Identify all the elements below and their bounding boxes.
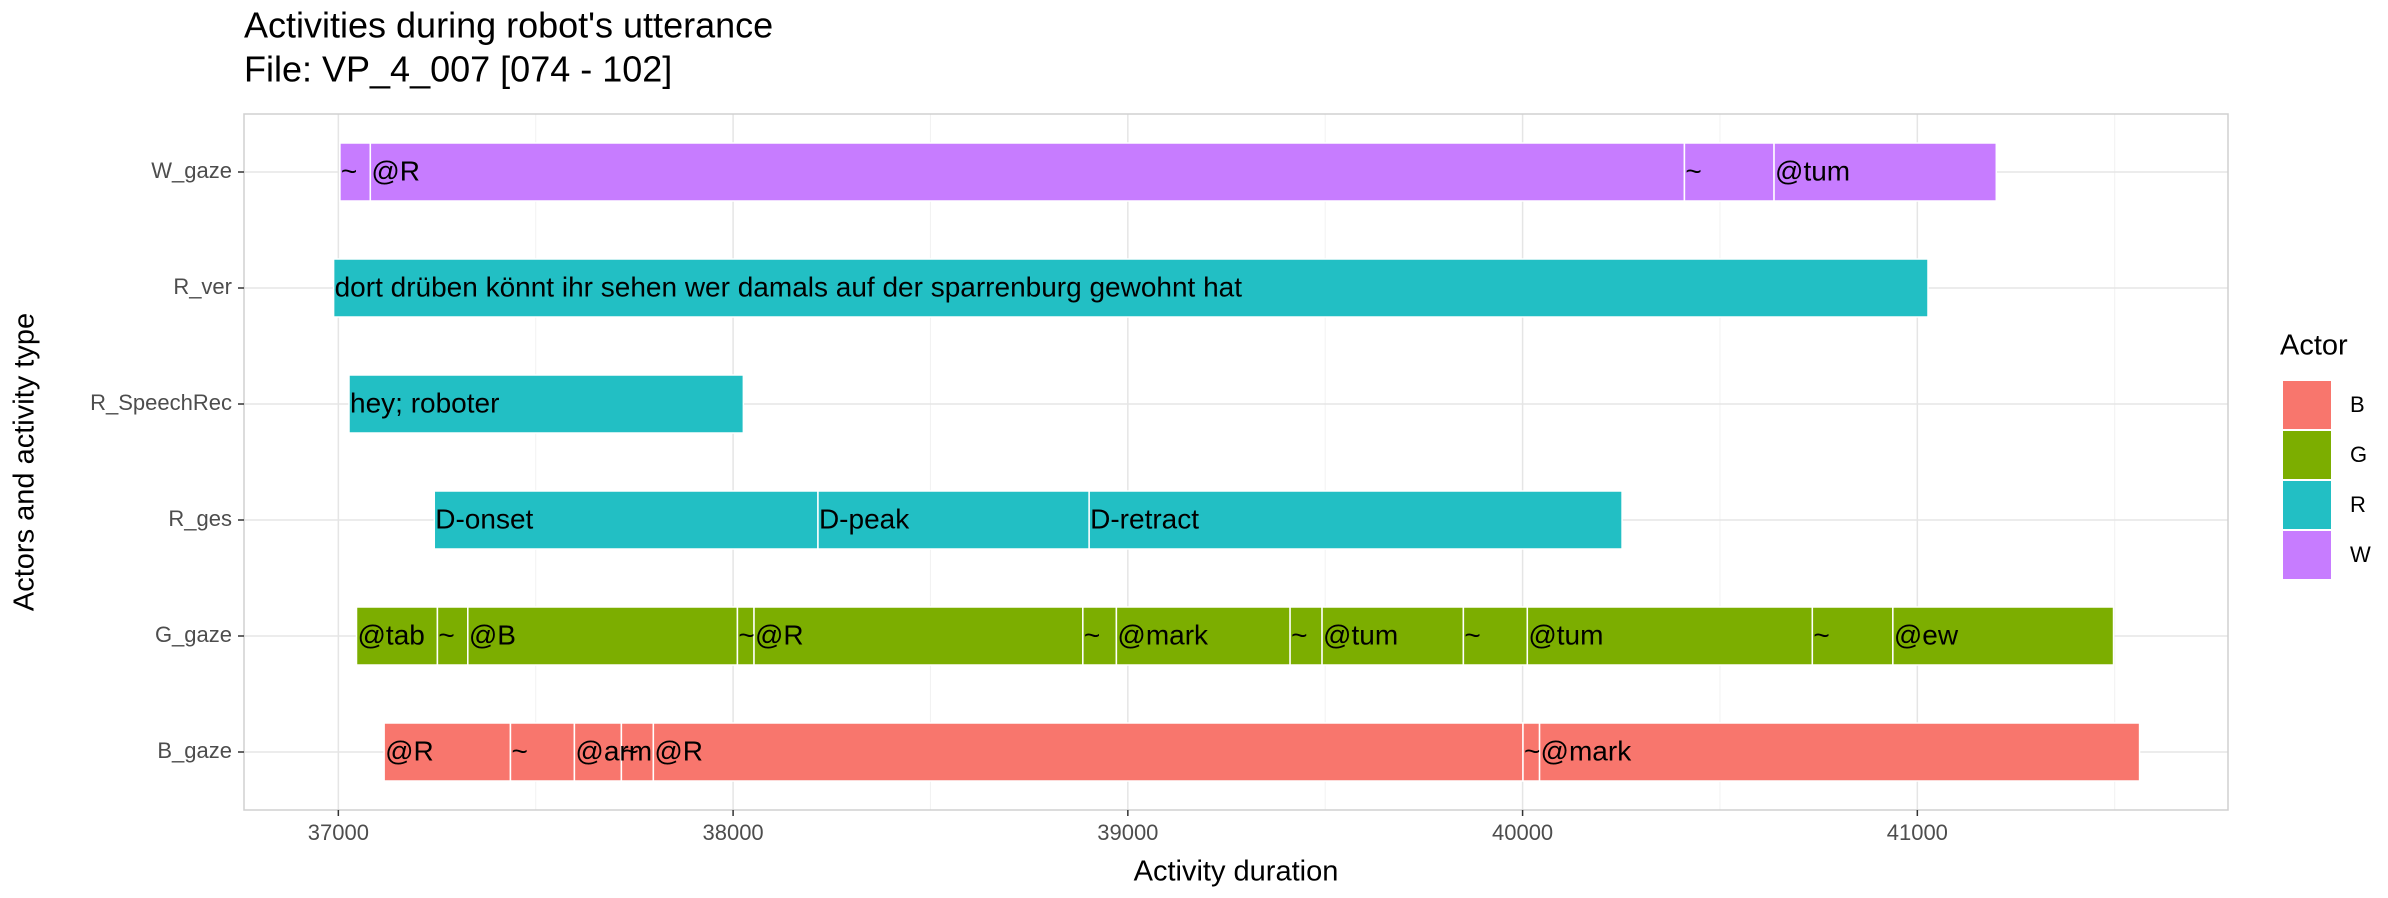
activity-bar (355, 606, 439, 666)
x-tick-label: 38000 (702, 820, 763, 845)
activity-label: @R (385, 735, 434, 766)
activity-label: ~ (438, 619, 454, 650)
activity-bar (652, 722, 1524, 782)
activity-label: ~ (1685, 155, 1701, 186)
x-tick-label: 40000 (1492, 820, 1553, 845)
activity-bar (1526, 606, 1814, 666)
activity-bar (1773, 142, 1998, 202)
activity-label: ~ (1464, 619, 1480, 650)
activity-bar (753, 606, 1084, 666)
y-axis-title: Actors and activity type (9, 313, 41, 611)
activity-label: ~ (1813, 619, 1829, 650)
activity-bar (332, 258, 1929, 318)
activity-label: @tum (1323, 619, 1398, 650)
activity-bar (1321, 606, 1465, 666)
y-tick-label: B_gaze (157, 738, 232, 763)
activity-label: hey; roboter (350, 387, 499, 418)
activity-bar (817, 490, 1090, 550)
activity-label: ~ (1291, 619, 1307, 650)
activity-label: ~ (1084, 619, 1100, 650)
chart-subtitle: File: VP_4_007 [074 - 102] (244, 49, 672, 90)
legend-key (2281, 529, 2333, 581)
y-tick-label: W_gaze (151, 158, 232, 183)
activity-bar (369, 142, 1686, 202)
activity-label: @R (755, 619, 804, 650)
activity-label: D-onset (435, 503, 533, 534)
activity-bar (348, 374, 745, 434)
activity-label: @B (469, 619, 516, 650)
activity-bar (433, 490, 819, 550)
activity-label: dort drüben könnt ihr sehen wer damals a… (335, 271, 1243, 302)
activity-label: D-peak (819, 503, 910, 534)
y-tick-label: R_ges (168, 506, 232, 531)
plot-border (243, 113, 2229, 811)
activity-label: @tum (1528, 619, 1603, 650)
activity-label: @tum (1775, 155, 1850, 186)
activity-label: @arm (575, 735, 652, 766)
activity-label: ~ (738, 619, 754, 650)
activity-bar (509, 722, 576, 782)
x-tick-label: 41000 (1887, 820, 1948, 845)
activity-bar (467, 606, 739, 666)
activity-label: @R (654, 735, 703, 766)
y-tick-label: R_ver (173, 274, 232, 299)
activity-label: ~ (511, 735, 527, 766)
x-tick-label: 37000 (308, 820, 369, 845)
legend-key (2281, 429, 2333, 481)
x-tick-label: 39000 (1097, 820, 1158, 845)
activity-bar (383, 722, 512, 782)
legend-label: W (2350, 542, 2371, 567)
x-axis-title: Activity duration (1134, 856, 1339, 888)
activity-bar (1289, 606, 1323, 666)
legend-label: G (2350, 442, 2367, 467)
y-tick-label: R_SpeechRec (90, 390, 232, 415)
plot-panel (244, 114, 2228, 810)
activity-label: @tab (358, 619, 425, 650)
activity-bar (1892, 606, 2115, 666)
chart-title: Activities during robot's utterance (244, 5, 773, 46)
legend-label: R (2350, 492, 2366, 517)
activity-label: D-retract (1090, 503, 1199, 534)
activity-label: @ew (1894, 619, 1959, 650)
legend-title: Actor (2280, 330, 2348, 362)
activity-bar (1088, 490, 1623, 550)
legend-key (2281, 379, 2333, 431)
activity-label: ~ (622, 735, 638, 766)
activity-bar (1538, 722, 2141, 782)
activity-bar (1683, 142, 1775, 202)
activity-bar (436, 606, 469, 666)
activity-label: ~ (1524, 735, 1540, 766)
legend-key (2281, 479, 2333, 531)
activity-bar (1115, 606, 1291, 666)
legend-label: B (2350, 392, 2365, 417)
activity-label: @R (371, 155, 420, 186)
activity-bar (1082, 606, 1118, 666)
activity-bar (573, 722, 623, 782)
activity-bar (339, 142, 372, 202)
activity-label: @mark (1541, 735, 1633, 766)
activity-label: ~ (341, 155, 357, 186)
activity-label: @mark (1117, 619, 1209, 650)
y-tick-label: G_gaze (155, 622, 232, 647)
